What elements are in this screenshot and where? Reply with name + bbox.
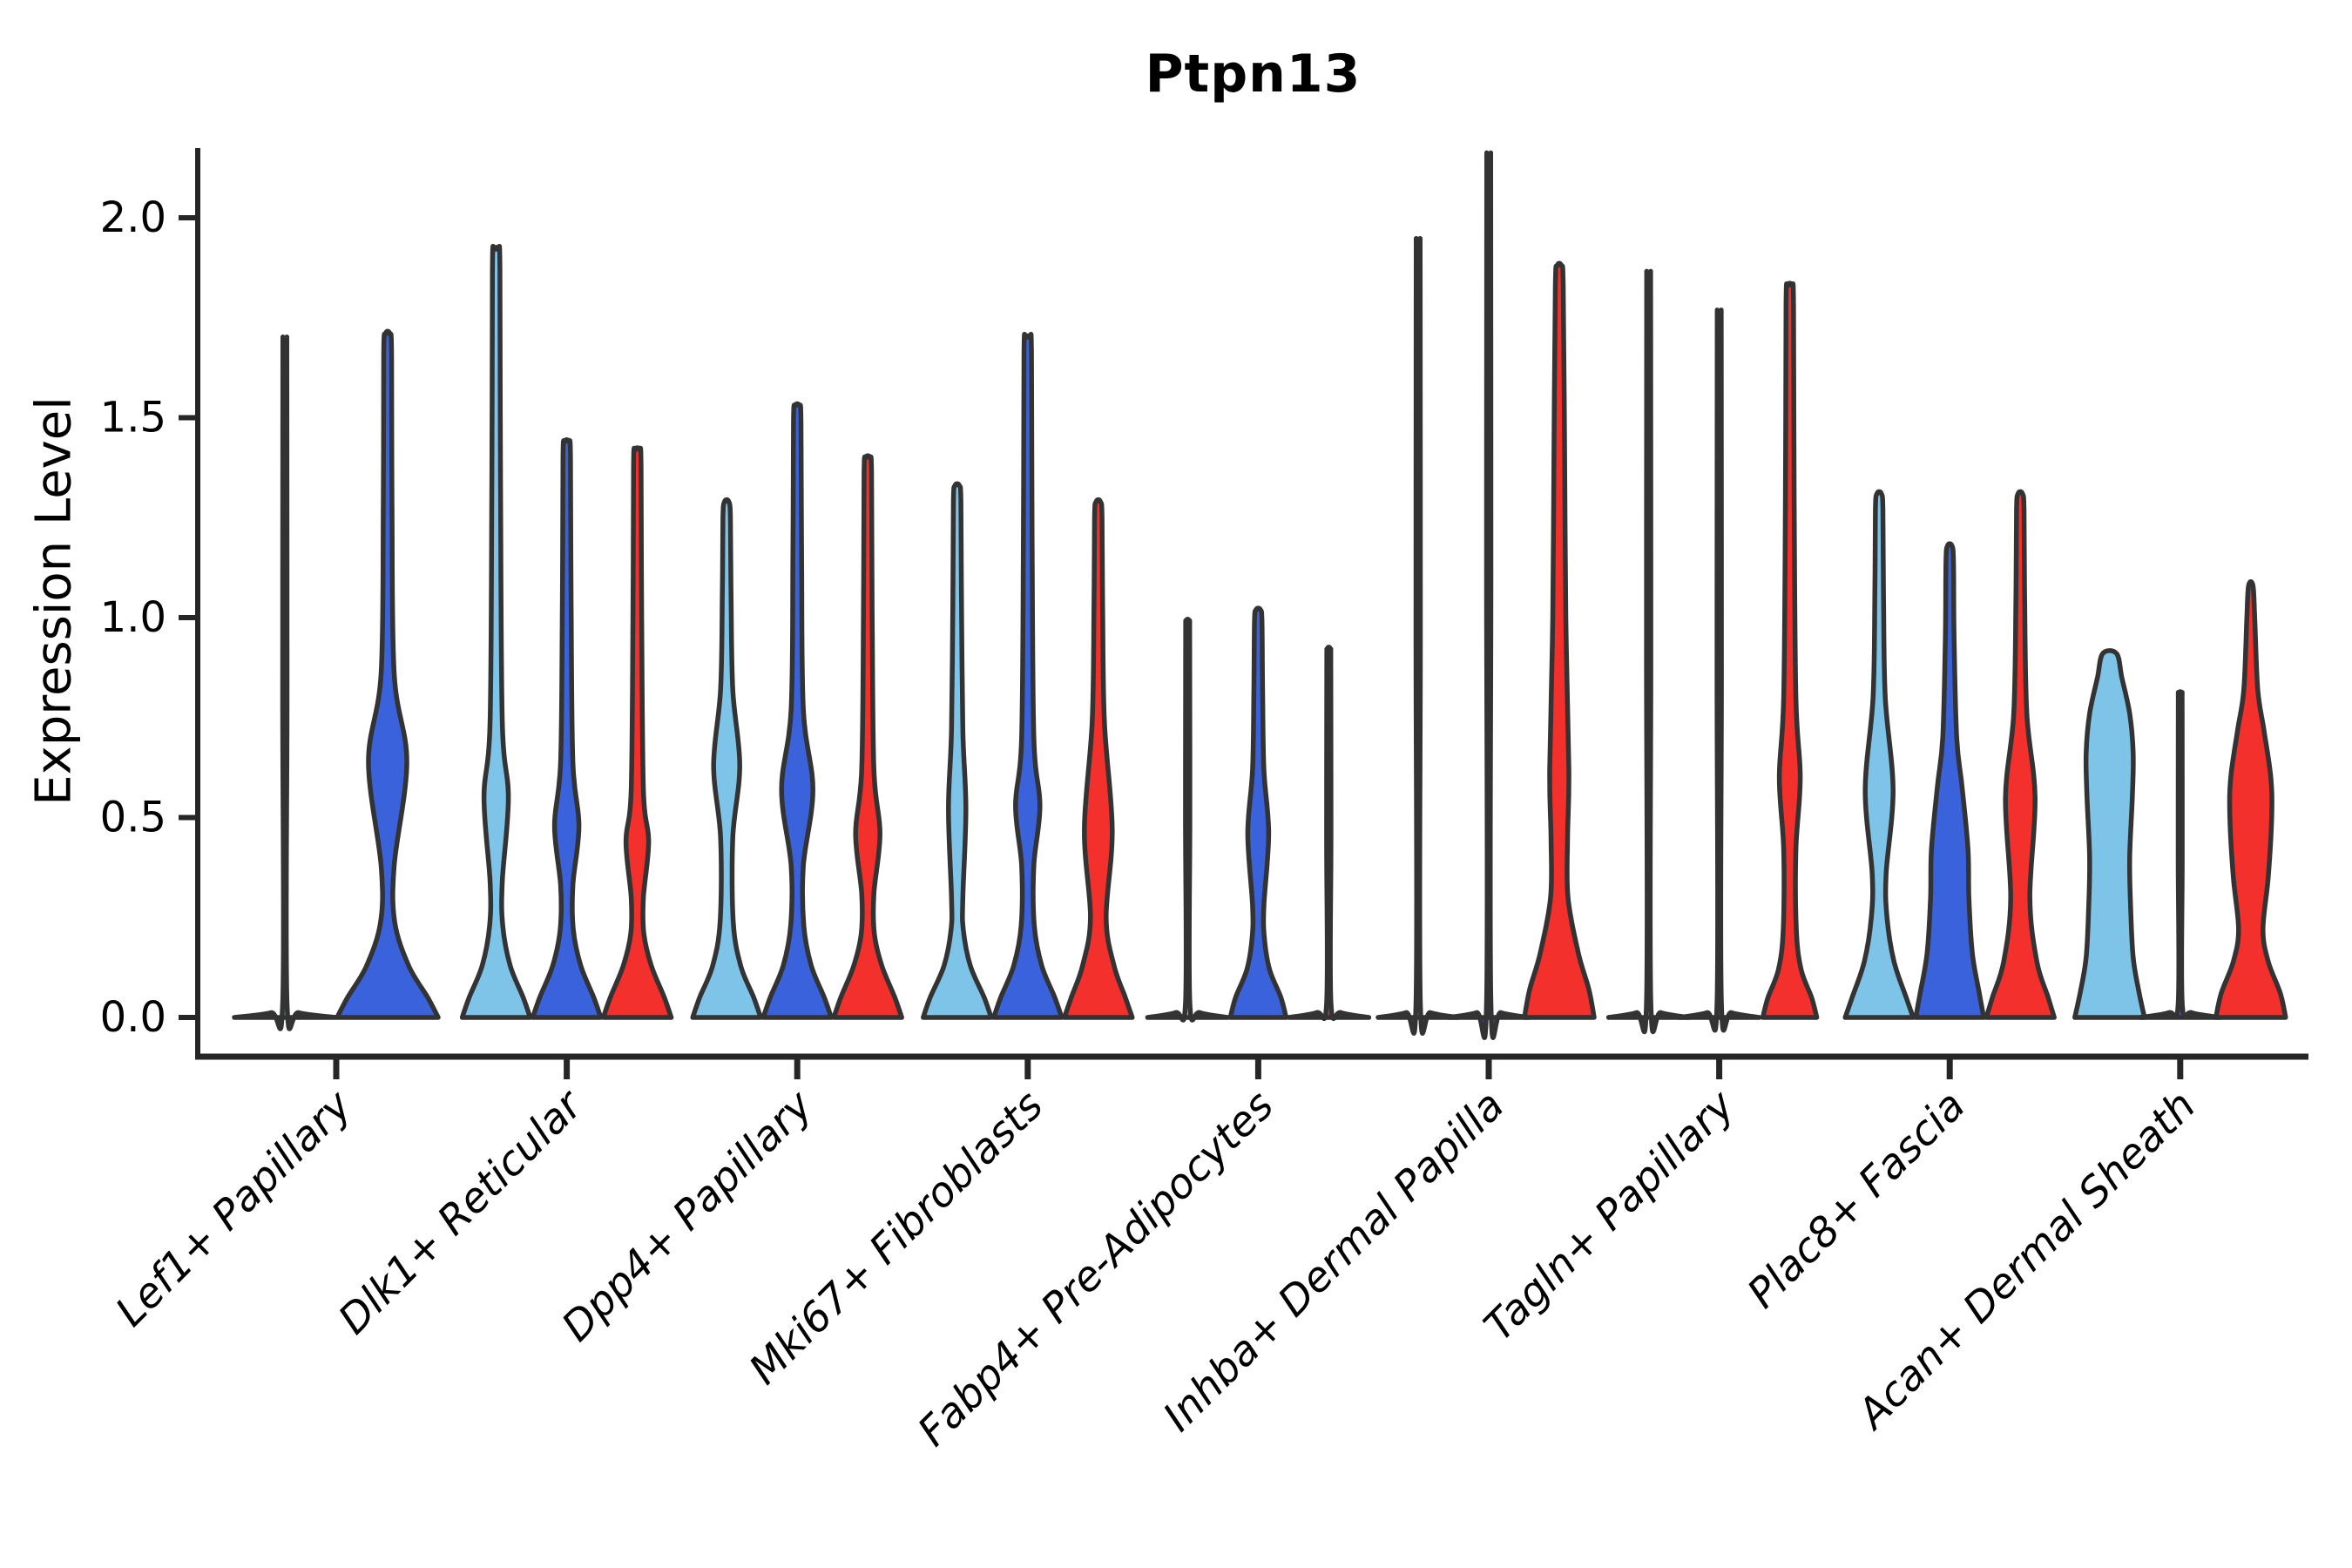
violin-tagln-papillary-s2	[1676, 308, 1762, 1033]
y-tick-label: 0.0	[100, 993, 166, 1042]
violin-plac8-fascia-s3	[1984, 489, 2057, 1020]
y-tick-label: 2.0	[100, 193, 166, 242]
violin-inhba-dermal-papilla-s2	[1446, 150, 1531, 1040]
violin-fabp4-pre-adipocytes-s3	[1286, 645, 1372, 1021]
violin-inhba-dermal-papilla-s1	[1375, 236, 1461, 1036]
violin-mki67-fibroblasts-s1	[921, 481, 994, 1020]
violin-acan-dermal-sheath-s1	[2072, 648, 2147, 1020]
violin-tagln-papillary-s1	[1605, 268, 1692, 1035]
violin-tagln-papillary-s3	[1760, 280, 1820, 1020]
violin-acan-dermal-sheath-s2	[2138, 689, 2223, 1020]
violin-acan-dermal-sheath-s3	[2213, 578, 2288, 1020]
violin-mki67-fibroblasts-s2	[991, 331, 1064, 1020]
violin-lef1-papillary-s2	[335, 328, 441, 1020]
violin-dpp4-papillary-s1	[690, 497, 763, 1020]
violin-dpp4-papillary-s3	[831, 453, 904, 1020]
x-category-label: Lef1+ Papillary	[106, 1081, 362, 1336]
x-category-label: Dlk1+ Reticular	[329, 1080, 593, 1344]
violin-dlk1-reticular-s1	[459, 244, 533, 1020]
violin-plac8-fascia-s1	[1842, 489, 1916, 1020]
violin-dlk1-reticular-s2	[530, 437, 604, 1020]
violin-dlk1-reticular-s3	[600, 445, 674, 1020]
chart-title: Ptpn13	[1145, 44, 1362, 105]
violin-mki67-fibroblasts-s3	[1062, 497, 1135, 1020]
x-category-label: Plac8+ Fascia	[1739, 1082, 1975, 1318]
x-category-label: Tagln+ Papillary	[1475, 1081, 1745, 1351]
violin-fabp4-pre-adipocytes-s2	[1227, 605, 1289, 1020]
x-category-label: Dpp4+ Papillary	[553, 1081, 823, 1351]
violin-inhba-dermal-papilla-s3	[1522, 260, 1597, 1020]
y-tick-label: 1.5	[100, 394, 166, 443]
violin-lef1-papillary-s1	[232, 335, 338, 1031]
violin-fabp4-pre-adipocytes-s1	[1145, 617, 1231, 1023]
y-tick-label: 1.0	[100, 593, 166, 642]
violin-plac8-fascia-s2	[1913, 541, 1986, 1020]
violin-dpp4-papillary-s2	[760, 401, 834, 1020]
y-tick-label: 0.5	[100, 794, 166, 842]
